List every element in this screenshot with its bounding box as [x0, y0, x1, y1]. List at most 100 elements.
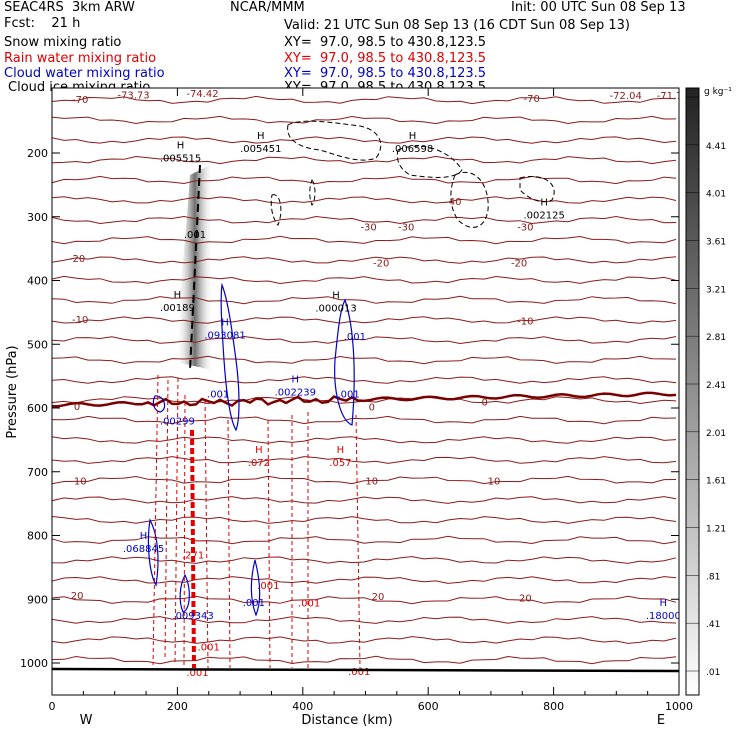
org-label: NCAR/MMM — [230, 0, 305, 15]
colorbar-tick-label: 1.21 — [706, 525, 726, 535]
isotherm-label: 0 — [481, 398, 487, 409]
isotherm-line — [52, 456, 677, 464]
extremum-marker: H — [177, 141, 185, 152]
colorbar-tick-label: 3.61 — [706, 238, 726, 248]
y-tick-label: 400 — [27, 275, 48, 288]
isotherm-label: 10 — [365, 477, 378, 488]
extremum-marker: H — [174, 290, 182, 301]
extremum-value: .00189 — [160, 303, 195, 314]
extremum-value: .00299 — [160, 416, 195, 427]
colorbar-tick-label: .41 — [706, 620, 720, 630]
isotherm-label: -30 — [517, 222, 533, 233]
isotherm-label: 20 — [71, 591, 84, 602]
isotherm-line — [52, 355, 677, 365]
colorbar-tick-label: 4.01 — [706, 190, 726, 200]
extremum-value: .001 — [344, 332, 366, 343]
colorbar-tick-label: 2.01 — [706, 429, 726, 439]
extremum-value: .068845 — [123, 544, 164, 555]
isotherm-line — [52, 515, 677, 524]
isotherm-line — [52, 436, 677, 444]
colorbar-tick-label: 4.41 — [706, 142, 726, 152]
y-tick-label: 600 — [27, 402, 48, 415]
field-name-snow: Snow mixing ratio — [4, 35, 122, 50]
isotherm-line — [52, 576, 677, 584]
isotherm-label: -20 — [69, 254, 85, 265]
isotherm-line — [52, 175, 677, 185]
plot-background — [52, 88, 679, 695]
colorbar-ticks: .01 .41 .81 1.21 1.61 2.01 2.41 2.81 3.21 3.61 4.0… — [686, 96, 726, 678]
isotherm-label: 20 — [372, 592, 385, 603]
isotherm-label: -30 — [398, 222, 414, 233]
isotherm-line — [52, 496, 677, 504]
isotherm-label: 20 — [519, 593, 532, 604]
isotherm-line — [52, 256, 677, 264]
isotherm-label: -70 — [523, 94, 539, 105]
isotherm-line — [52, 295, 677, 305]
isotherm-label: 10 — [488, 477, 501, 488]
extremum-marker: H — [292, 375, 300, 386]
extremum-value: .001 — [207, 390, 229, 401]
colorbar-tick-label: 1.61 — [706, 477, 726, 487]
colorbar-unit: g kg⁻¹ — [704, 87, 732, 97]
colorbar-tick-label: 3.21 — [706, 285, 726, 295]
extremum-value: .009343 — [172, 611, 213, 622]
isotherm-label: 10 — [74, 477, 87, 488]
isotherm-line — [52, 136, 677, 144]
plume-axis — [189, 164, 201, 371]
extremum-value: .001 — [198, 643, 220, 654]
extremum-marker: H — [140, 531, 148, 542]
surface-line — [51, 667, 680, 673]
isotherm-line — [52, 616, 677, 624]
isotherm-line — [52, 636, 677, 644]
isotherm-label: -30 — [360, 222, 376, 233]
extremum-value: .001 — [348, 667, 370, 678]
y-tick-label: 1000 — [20, 657, 48, 670]
forecast-hour: Fcst: 21 h — [4, 16, 81, 31]
field-xy-rain: XY= 97.0, 98.5 to 430.8,123.5 — [284, 51, 487, 66]
colorbar-tick-label: 2.81 — [706, 333, 726, 343]
isotherm-line — [52, 95, 677, 105]
y-tick-label: 500 — [27, 338, 48, 351]
isotherm-line — [52, 376, 677, 384]
extremum-value: .005451 — [240, 144, 281, 155]
field-name-cloudwater: Cloud water mixing ratio — [4, 66, 165, 81]
isotherm-line — [52, 415, 677, 425]
isotherm-line — [52, 235, 677, 245]
colorbar — [685, 87, 700, 696]
x-axis-label: Distance (km) — [301, 713, 392, 728]
extremum-value: .002125 — [524, 210, 565, 221]
isotherm-line — [52, 595, 677, 605]
field-name-rain: Rain water mixing ratio — [4, 51, 157, 66]
x-end-label-west: W — [80, 713, 93, 728]
isotherm-label: -73.73 — [117, 90, 149, 101]
isotherm-line — [52, 475, 677, 485]
isotherm-line — [52, 275, 677, 285]
y-tick-label: 800 — [27, 530, 48, 543]
extremum-marker: H — [540, 197, 548, 208]
y-tick-label: 300 — [27, 211, 48, 224]
isotherm-lines — [52, 95, 677, 665]
init-time: Init: 00 UTC Sun 08 Sep 13 — [511, 0, 686, 15]
extremum-value: .072 — [248, 458, 270, 469]
extremum-value: .000013 — [315, 304, 356, 315]
isotherm-line — [52, 196, 677, 204]
isotherm-line — [52, 316, 677, 324]
extremum-value: .093081 — [204, 330, 245, 341]
freezing-level — [52, 391, 677, 408]
isotherm-line — [52, 335, 677, 345]
extremum-value: .271 — [182, 550, 204, 561]
extremum-value: .006598 — [392, 144, 433, 155]
extremum-marker: H — [332, 291, 340, 302]
y-tick-label: 200 — [27, 147, 48, 160]
contour-labels: -73.73 -74.42 -70 -70 -72.04 -71.7 -40 -30 -30 -3… — [69, 89, 679, 679]
valid-time: Valid: 21 UTC Sun 08 Sep 13 (16 CDT Sun … — [284, 18, 630, 33]
rain-water-contours — [152, 374, 361, 669]
x-tick-label: 400 — [292, 700, 313, 713]
x-end-label-east: E — [657, 713, 665, 728]
isotherm-label: -74.42 — [186, 89, 218, 100]
colorbar-tick-label: 2.41 — [706, 381, 726, 391]
isotherm-line — [52, 215, 677, 225]
extremum-value: .002239 — [275, 388, 316, 399]
extremum-value: .057 — [329, 458, 351, 469]
